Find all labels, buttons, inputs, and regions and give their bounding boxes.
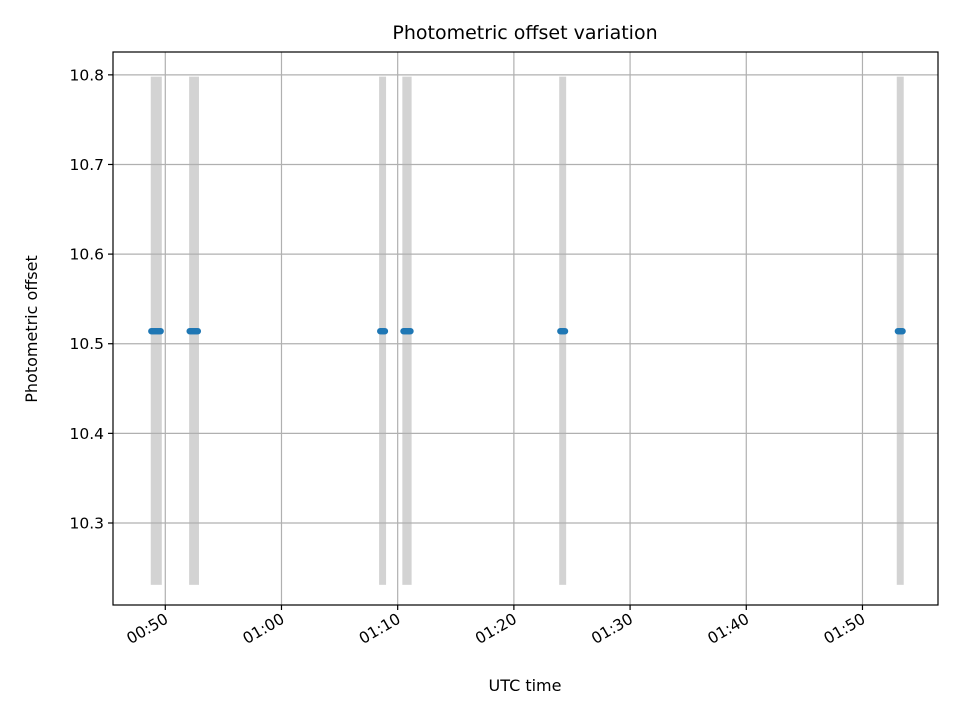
- y-tick-label-6: 10.8: [69, 66, 104, 84]
- plot-frame: [112, 51, 939, 606]
- y-tick-label-3: 10.5: [69, 335, 104, 353]
- data-point-29: [407, 327, 414, 335]
- y-tick-label-2: 10.4: [69, 425, 104, 443]
- y-tick-label-1: 10.3: [69, 514, 104, 532]
- data-point-9: [157, 327, 164, 335]
- grid: [113, 52, 938, 605]
- data-point-17: [194, 327, 202, 335]
- data-point-39: [899, 327, 906, 335]
- y-tick-label-5: 10.7: [69, 156, 104, 174]
- x-axis-title: UTC time: [489, 676, 562, 695]
- y-axis-ticks: 10.3 10.4 10.5 10.6 10.7 10.8: [69, 66, 113, 532]
- chart-title: Photometric offset variation: [392, 22, 657, 44]
- data-points: [148, 327, 906, 335]
- plot-area: [113, 52, 938, 605]
- y-axis-title: Photometric offset: [22, 255, 41, 403]
- y-tick-label-4: 10.6: [69, 246, 104, 264]
- data-point-22: [381, 327, 389, 335]
- data-point-34: [561, 327, 569, 335]
